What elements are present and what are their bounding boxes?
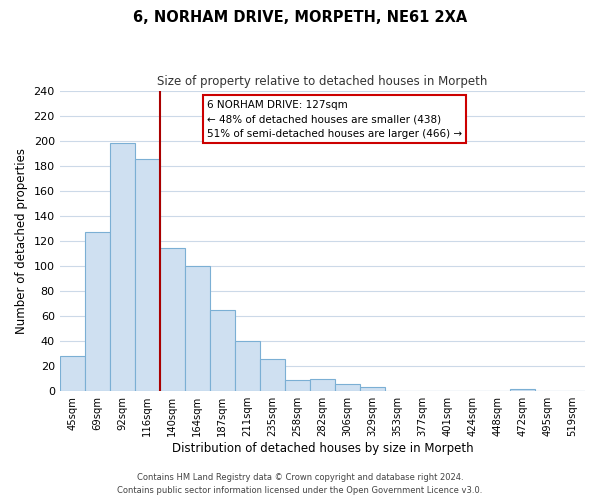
Bar <box>335 384 360 391</box>
Bar <box>135 160 160 391</box>
Bar <box>85 232 110 391</box>
Bar <box>210 310 235 391</box>
Bar <box>110 143 135 391</box>
Bar <box>285 380 310 391</box>
Bar <box>59 356 85 391</box>
Text: 6 NORHAM DRIVE: 127sqm
← 48% of detached houses are smaller (438)
51% of semi-de: 6 NORHAM DRIVE: 127sqm ← 48% of detached… <box>207 100 462 139</box>
Bar <box>510 388 535 391</box>
Text: Contains HM Land Registry data © Crown copyright and database right 2024.
Contai: Contains HM Land Registry data © Crown c… <box>118 474 482 495</box>
Title: Size of property relative to detached houses in Morpeth: Size of property relative to detached ho… <box>157 75 488 88</box>
Text: 6, NORHAM DRIVE, MORPETH, NE61 2XA: 6, NORHAM DRIVE, MORPETH, NE61 2XA <box>133 10 467 25</box>
Bar <box>360 388 385 391</box>
Bar <box>235 341 260 391</box>
Bar <box>185 266 210 391</box>
Bar <box>310 378 335 391</box>
X-axis label: Distribution of detached houses by size in Morpeth: Distribution of detached houses by size … <box>172 442 473 455</box>
Bar <box>160 248 185 391</box>
Y-axis label: Number of detached properties: Number of detached properties <box>15 148 28 334</box>
Bar <box>260 358 285 391</box>
